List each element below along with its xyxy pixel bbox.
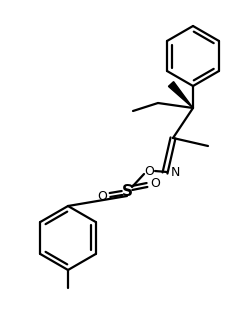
Text: N: N [170, 166, 179, 178]
Text: O: O [144, 165, 153, 177]
Text: O: O [150, 176, 159, 190]
Text: O: O [97, 190, 106, 202]
Polygon shape [168, 82, 192, 108]
Text: S: S [121, 183, 132, 198]
